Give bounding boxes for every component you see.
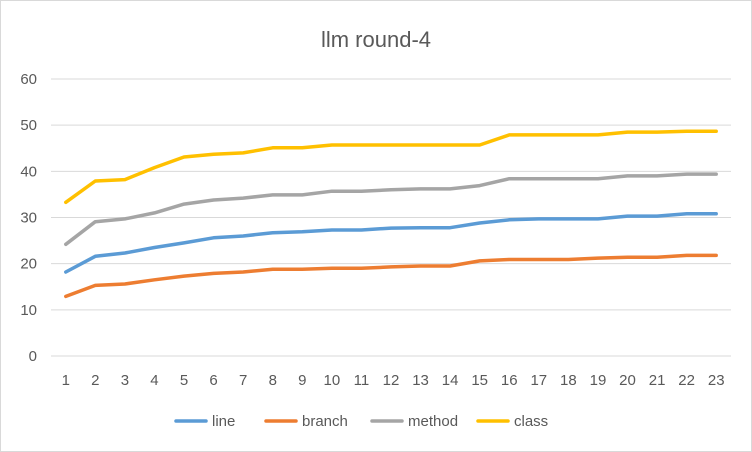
y-tick-label: 0 <box>29 348 37 365</box>
y-tick-label: 60 <box>20 71 37 88</box>
y-tick-label: 20 <box>20 256 37 273</box>
x-tick-label: 15 <box>471 372 488 389</box>
legend-label-line: line <box>212 413 235 430</box>
legend-item-branch: branch <box>264 413 348 430</box>
x-tick-label: 1 <box>62 372 70 389</box>
series-class-line <box>64 129 718 205</box>
x-tick-label: 7 <box>239 372 247 389</box>
series-line-line <box>64 212 718 274</box>
x-tick-label: 13 <box>412 372 429 389</box>
x-tick-label: 8 <box>269 372 277 389</box>
x-tick-label: 22 <box>678 372 695 389</box>
x-tick-label: 6 <box>209 372 217 389</box>
x-tick-label: 10 <box>324 372 341 389</box>
legend-item-method: method <box>370 413 458 430</box>
series-branch-line <box>64 253 718 299</box>
series-lines <box>64 129 718 299</box>
y-tick-label: 40 <box>20 163 37 180</box>
series-method-line <box>64 172 718 247</box>
x-tick-label: 14 <box>442 372 459 389</box>
x-tick-label: 17 <box>530 372 547 389</box>
y-tick-label: 10 <box>20 302 37 319</box>
x-tick-label: 23 <box>708 372 725 389</box>
legend-item-class: class <box>476 413 548 430</box>
legend: line branch method class <box>174 413 548 430</box>
legend-label-class: class <box>514 413 548 430</box>
x-tick-label: 18 <box>560 372 577 389</box>
y-axis-ticks: 0 10 20 30 40 50 60 <box>20 71 37 365</box>
legend-item-line: line <box>174 413 235 430</box>
x-tick-label: 5 <box>180 372 188 389</box>
x-tick-label: 2 <box>91 372 99 389</box>
chart-title: llm round-4 <box>321 27 431 52</box>
y-tick-label: 50 <box>20 117 37 134</box>
x-tick-label: 4 <box>150 372 158 389</box>
x-tick-label: 21 <box>649 372 666 389</box>
y-tick-label: 30 <box>20 210 37 227</box>
legend-label-method: method <box>408 413 458 430</box>
x-tick-label: 11 <box>354 372 370 389</box>
x-tick-label: 12 <box>383 372 400 389</box>
x-tick-label: 19 <box>590 372 607 389</box>
x-axis-ticks: 1 2 3 4 5 6 7 8 9 10 11 12 13 14 15 16 17 18 19 20 21 22 23 <box>62 372 725 389</box>
x-tick-label: 16 <box>501 372 518 389</box>
legend-label-branch: branch <box>302 413 348 430</box>
x-tick-label: 9 <box>298 372 306 389</box>
gridlines <box>51 78 731 357</box>
x-tick-label: 20 <box>619 372 636 389</box>
x-tick-label: 3 <box>121 372 129 389</box>
